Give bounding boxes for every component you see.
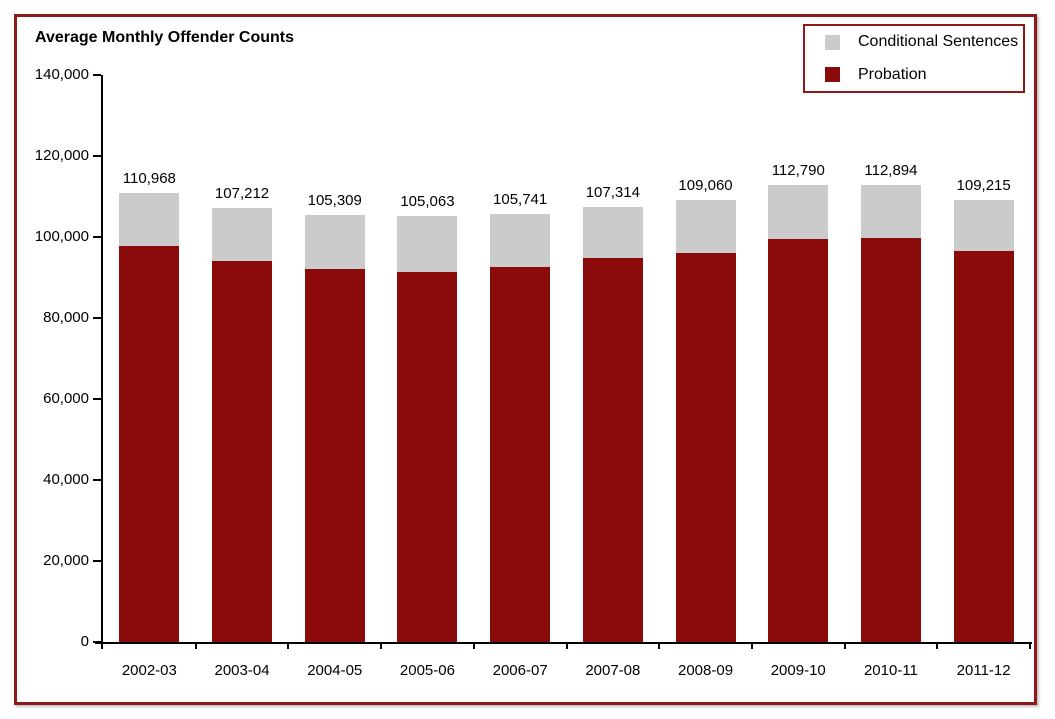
legend-label-conditional-sentences: Conditional Sentences — [858, 33, 1019, 51]
bar-probation-segment — [119, 245, 180, 642]
bar-total-label: 105,309 — [307, 192, 362, 210]
bar-total-label: 107,314 — [585, 184, 640, 202]
x-axis-label: 2002-03 — [121, 662, 177, 679]
x-axis-label: 2007-08 — [585, 662, 641, 679]
y-axis-tick — [93, 317, 101, 319]
legend-swatch-probation-icon — [825, 67, 840, 83]
bar-conditional-segment — [490, 213, 551, 267]
x-axis-tick — [936, 642, 939, 649]
bar-conditional-segment — [953, 199, 1014, 252]
bar-conditional-segment — [304, 215, 365, 270]
x-axis-tick — [843, 642, 846, 649]
bar-total-label: 105,741 — [493, 190, 548, 208]
bar-total-label: 112,894 — [864, 161, 918, 179]
y-axis-tick-label: 140,000 — [34, 66, 89, 83]
y-axis-tick — [93, 398, 101, 400]
y-axis-tick-label: 60,000 — [43, 390, 89, 407]
x-axis-label: 2003-04 — [214, 662, 270, 679]
legend-item-conditional-sentences: Conditional Sentences — [825, 33, 1023, 51]
bar-conditional-segment — [675, 200, 736, 254]
bar-probation-segment — [304, 269, 365, 642]
x-axis-label: 2011-12 — [956, 662, 1011, 679]
x-axis-label: 2008-09 — [678, 662, 734, 679]
x-axis-label: 2009-10 — [770, 662, 826, 679]
bar-conditional-segment — [397, 216, 458, 272]
bar-conditional-segment — [212, 207, 273, 261]
bar-probation-segment — [582, 257, 643, 642]
x-axis-tick — [380, 642, 383, 649]
x-axis-label: 2004-05 — [307, 662, 363, 679]
bar-probation-segment — [953, 251, 1014, 642]
y-axis-tick — [93, 74, 101, 76]
x-axis-label: 2010-11 — [863, 662, 918, 679]
bar-probation-segment — [768, 239, 829, 642]
bar-total-label: 109,215 — [956, 176, 1011, 194]
legend: Conditional Sentences Probation — [803, 24, 1025, 93]
y-axis-tick-label: 120,000 — [34, 147, 89, 164]
bar-probation-segment — [490, 266, 551, 642]
bar-conditional-segment — [119, 192, 180, 246]
bar-total-label: 105,063 — [400, 193, 455, 211]
x-axis-tick — [472, 642, 475, 649]
bar-probation-segment — [397, 271, 458, 642]
x-axis-label: 2005-06 — [399, 662, 455, 679]
x-axis-tick — [658, 642, 661, 649]
x-axis-label: 2006-07 — [492, 662, 548, 679]
bar-total-label: 107,212 — [214, 184, 270, 202]
bar-total-label: 110,968 — [122, 169, 176, 187]
x-axis-tick — [1029, 642, 1031, 649]
chart-frame: Average Monthly Offender Counts Conditio… — [14, 14, 1037, 705]
x-axis-line — [95, 642, 1032, 644]
y-axis-line — [101, 75, 103, 649]
y-axis-tick-label: 20,000 — [43, 552, 89, 569]
chart-title: Average Monthly Offender Counts — [35, 29, 294, 46]
bar-probation-segment — [212, 260, 273, 642]
bar-total-label: 112,790 — [771, 162, 825, 180]
x-axis-tick — [194, 642, 197, 649]
legend-swatch-conditional-sentences-icon — [825, 34, 840, 50]
legend-label-probation: Probation — [858, 65, 927, 83]
bar-conditional-segment — [860, 184, 921, 238]
legend-item-probation: Probation — [825, 66, 1023, 84]
y-axis-tick — [93, 479, 101, 481]
bar-conditional-segment — [582, 207, 643, 258]
y-axis-tick-label: 0 — [80, 633, 89, 650]
y-axis-tick-label: 80,000 — [43, 309, 89, 326]
y-axis-tick-label: 40,000 — [43, 471, 89, 488]
bar-total-label: 109,060 — [678, 177, 733, 195]
y-axis-tick-label: 100,000 — [34, 228, 89, 245]
bar-probation-segment — [675, 253, 736, 642]
bar-conditional-segment — [768, 185, 829, 240]
y-axis-tick — [93, 641, 101, 643]
x-axis-tick — [750, 642, 753, 649]
y-axis-tick — [93, 560, 101, 562]
x-axis-tick — [565, 642, 568, 649]
y-axis-tick — [93, 236, 101, 238]
plot-area: 0 20,000 40,000 60,000 80,000 100,000 120,000 1… — [17, 17, 1034, 702]
bar-probation-segment — [860, 237, 921, 642]
x-axis-tick — [287, 642, 290, 649]
y-axis-tick — [93, 155, 101, 157]
